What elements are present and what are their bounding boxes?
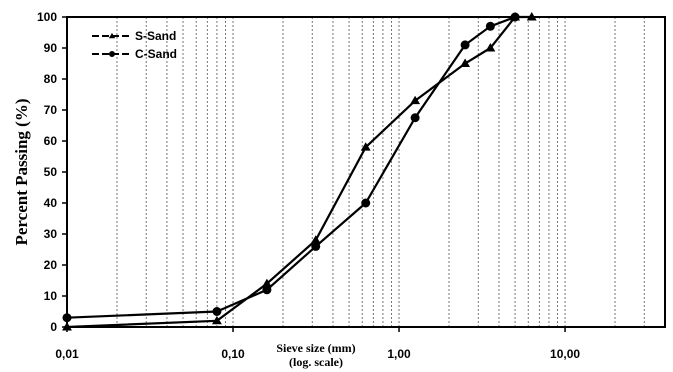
data-point-triangle (261, 278, 272, 288)
y-tick-label: 100 (37, 10, 57, 24)
y-tick-label: 60 (44, 134, 58, 148)
data-point-circle (212, 307, 222, 316)
x-tick-label: 10,00 (550, 347, 580, 361)
y-tick-label: 0 (50, 320, 57, 334)
y-tick-label: 20 (44, 258, 58, 272)
data-point-circle (361, 198, 371, 208)
x-tick-label: 1,00 (387, 347, 411, 361)
x-axis-title: Sieve size (mm) (276, 341, 355, 355)
data-point-circle (311, 241, 321, 251)
legend-marker-triangle (108, 32, 116, 39)
y-tick-label: 50 (44, 165, 58, 179)
y-axis-ticks: 0 10 20 30 40 50 60 70 80 90 100 (37, 10, 67, 334)
plot-area-frame (66, 16, 666, 328)
x-tick-label: 0,10 (221, 347, 245, 361)
data-point-circle (510, 12, 520, 22)
legend-label: S-Sand (135, 29, 176, 43)
data-point-triangle (62, 322, 72, 331)
data-point-triangle (460, 58, 471, 67)
data-point-triangle (410, 95, 421, 105)
data-point-circle (460, 40, 470, 50)
legend-marker-circle (109, 51, 115, 57)
y-tick-label: 90 (44, 41, 58, 55)
data-point-circle (485, 21, 495, 31)
data-point-triangle (211, 315, 222, 325)
vertical-gridlines (116, 17, 645, 327)
series-c-sand (62, 12, 520, 323)
data-series (62, 12, 537, 331)
x-axis-subtitle: (log. scale) (289, 355, 343, 369)
series-s-sand (62, 12, 537, 331)
legend-item-c-sand: C-Sand (92, 47, 177, 61)
data-point-circle (62, 313, 72, 323)
y-tick-label: 40 (44, 196, 58, 210)
data-point-circle (410, 113, 420, 123)
series-line (66, 15, 516, 319)
y-tick-label: 10 (44, 289, 58, 303)
data-point-circle (262, 285, 272, 295)
y-tick-label: 70 (44, 103, 58, 117)
data-point-triangle (526, 12, 537, 21)
legend-label: C-Sand (135, 47, 177, 61)
data-point-triangle (310, 235, 321, 244)
y-tick-label: 80 (44, 72, 58, 86)
data-point-triangle (485, 43, 496, 52)
y-axis-title: Percent Passing (%) (12, 99, 31, 246)
data-point-triangle (360, 142, 371, 151)
legend-item-s-sand: S-Sand (92, 29, 176, 43)
legend: S-Sand C-Sand (92, 29, 177, 61)
x-tick-label: 0,01 (55, 347, 79, 361)
series-line (66, 15, 532, 329)
y-tick-label: 30 (44, 227, 58, 241)
